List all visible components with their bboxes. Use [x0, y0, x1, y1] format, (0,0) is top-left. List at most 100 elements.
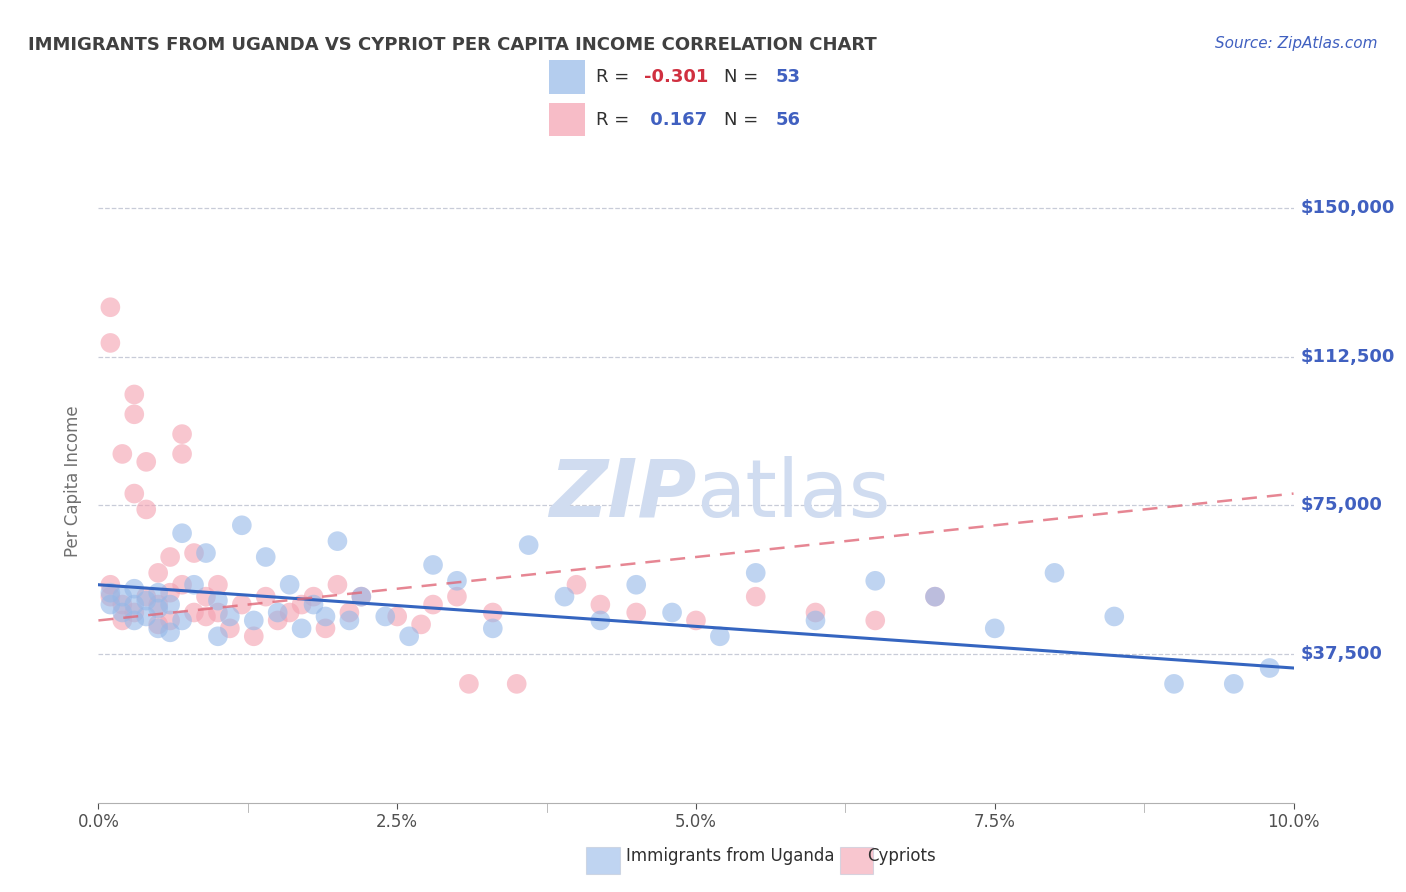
Point: [1258, 661, 1281, 675]
Point: [804, 614, 827, 628]
Text: $37,500: $37,500: [1301, 645, 1382, 663]
Point: [458, 677, 481, 691]
Point: [278, 578, 301, 592]
Point: [98, 590, 122, 604]
Point: [267, 614, 290, 628]
Point: [135, 455, 157, 469]
Point: [243, 614, 266, 628]
Point: [589, 598, 612, 612]
Point: [159, 625, 181, 640]
Point: [506, 677, 529, 691]
Point: [111, 590, 134, 604]
Point: [124, 614, 146, 628]
Point: [339, 614, 360, 628]
Point: [98, 598, 122, 612]
Point: [172, 427, 194, 442]
Point: [124, 606, 146, 620]
Point: [183, 578, 205, 592]
Point: [194, 590, 218, 604]
Point: [243, 629, 266, 643]
Point: [159, 598, 181, 612]
Text: IMMIGRANTS FROM UGANDA VS CYPRIOT PER CAPITA INCOME CORRELATION CHART: IMMIGRANTS FROM UGANDA VS CYPRIOT PER CA…: [28, 36, 877, 54]
Text: N =: N =: [724, 68, 765, 86]
Point: [135, 502, 157, 516]
Point: [924, 590, 946, 604]
Point: [865, 614, 887, 628]
Text: R =: R =: [596, 111, 636, 128]
Point: [565, 578, 588, 592]
Point: [481, 606, 505, 620]
Point: [183, 606, 205, 620]
Point: [709, 629, 731, 643]
Point: [315, 609, 337, 624]
Point: [589, 614, 612, 628]
Point: [661, 606, 683, 620]
Point: [98, 585, 122, 599]
Point: [148, 617, 170, 632]
Point: [804, 606, 827, 620]
Text: 0.167: 0.167: [644, 111, 707, 128]
Point: [350, 590, 373, 604]
Point: [1043, 566, 1066, 580]
Point: [98, 300, 122, 314]
Point: [302, 590, 325, 604]
Point: [411, 617, 433, 632]
Point: [172, 578, 194, 592]
Point: [135, 593, 157, 607]
Point: [339, 606, 360, 620]
Point: [194, 546, 218, 560]
Point: [207, 606, 229, 620]
Point: [219, 609, 242, 624]
Point: [172, 614, 194, 628]
Point: [267, 606, 290, 620]
Point: [326, 534, 349, 549]
Bar: [548, 60, 585, 94]
Y-axis label: Per Capita Income: Per Capita Income: [65, 406, 83, 558]
Point: [148, 585, 170, 599]
Point: [422, 598, 444, 612]
Point: [124, 387, 146, 401]
Point: [98, 578, 122, 592]
Point: [624, 578, 647, 592]
Point: [1163, 677, 1185, 691]
Point: [745, 566, 768, 580]
Point: [685, 614, 707, 628]
Point: [517, 538, 540, 552]
Point: [207, 629, 229, 643]
Point: [254, 549, 277, 564]
Point: [254, 590, 277, 604]
Point: [194, 609, 218, 624]
Point: [135, 609, 157, 624]
Point: [135, 590, 157, 604]
Text: $112,500: $112,500: [1301, 348, 1395, 366]
Point: [446, 590, 468, 604]
Point: [159, 614, 181, 628]
Point: [111, 598, 134, 612]
Point: [278, 606, 301, 620]
Text: ZIP: ZIP: [548, 456, 696, 533]
Point: [481, 621, 505, 635]
Point: [111, 606, 134, 620]
Point: [398, 629, 420, 643]
Point: [207, 578, 229, 592]
Text: Cypriots: Cypriots: [868, 847, 936, 865]
Point: [98, 335, 122, 350]
Point: [231, 598, 253, 612]
Point: [183, 546, 205, 560]
Point: [124, 486, 146, 500]
Point: [290, 598, 312, 612]
Point: [1104, 609, 1126, 624]
Point: [302, 598, 325, 612]
Point: [924, 590, 946, 604]
Point: [422, 558, 444, 572]
Text: 53: 53: [776, 68, 800, 86]
Point: [315, 621, 337, 635]
Bar: [548, 103, 585, 136]
Text: $75,000: $75,000: [1301, 497, 1382, 515]
Point: [374, 609, 396, 624]
Point: [172, 447, 194, 461]
Text: Immigrants from Uganda: Immigrants from Uganda: [626, 847, 834, 865]
Point: [290, 621, 312, 635]
Point: [172, 526, 194, 541]
Point: [554, 590, 576, 604]
